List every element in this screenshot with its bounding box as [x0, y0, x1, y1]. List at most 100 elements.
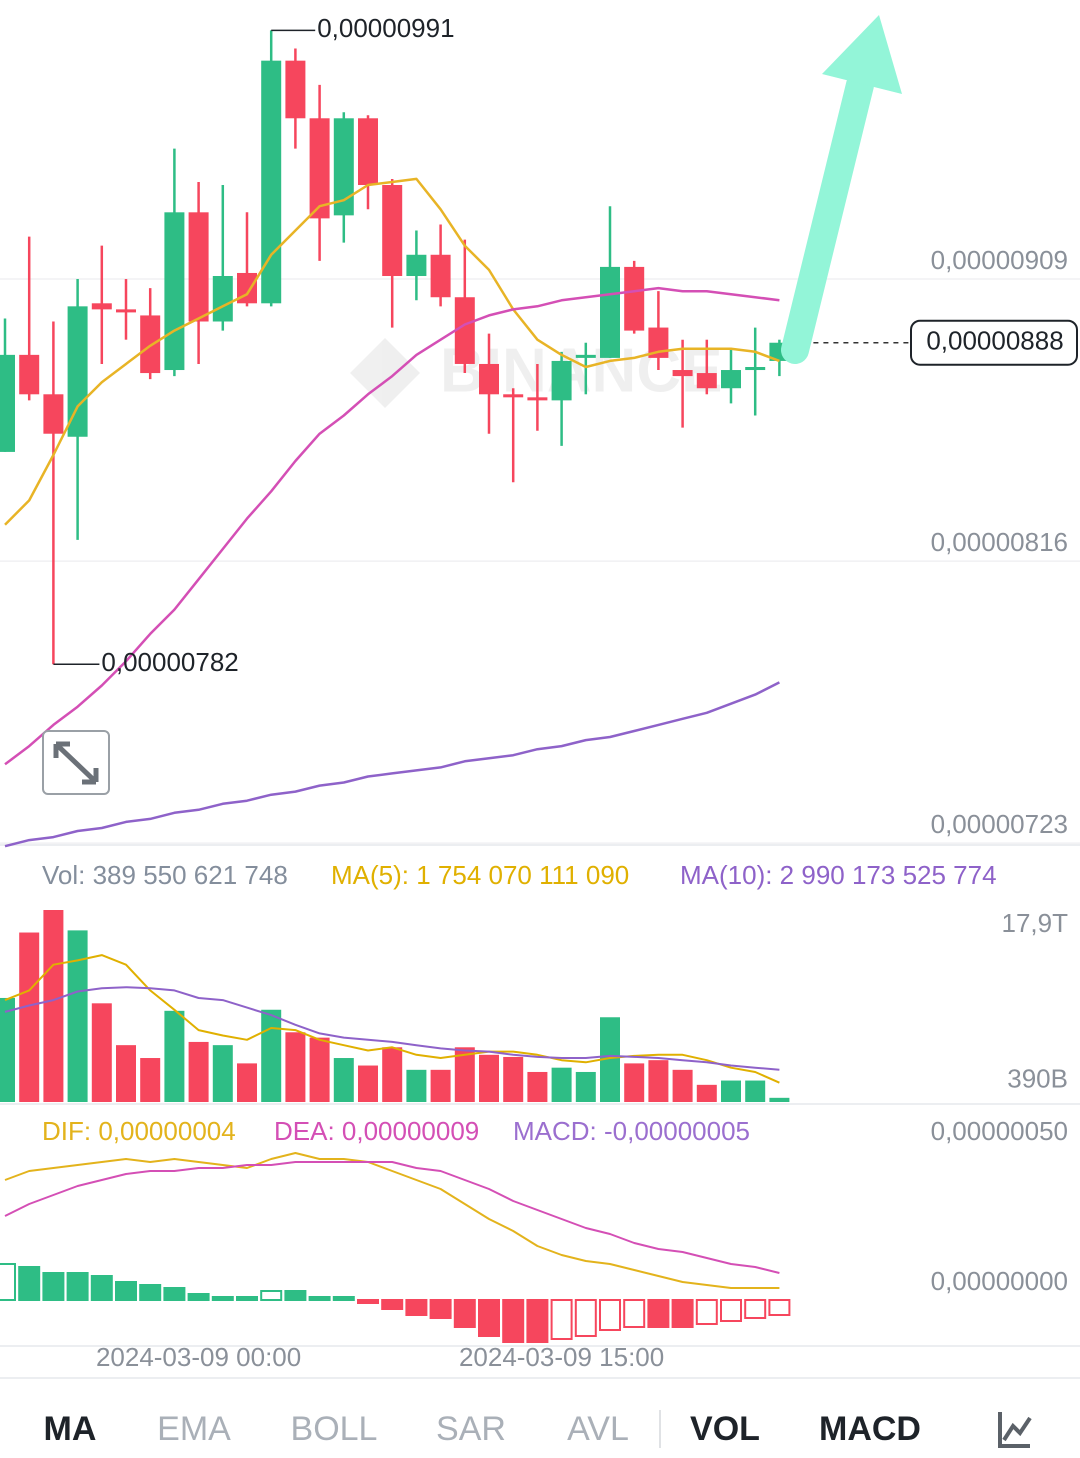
toolbar-tab[interactable]: VOL	[690, 1410, 760, 1448]
candle-body	[527, 397, 548, 401]
candle-body	[430, 254, 451, 298]
legend-label: MACD: -0,00000005	[513, 1116, 750, 1146]
candle-body	[0, 354, 15, 452]
ma-line	[4, 286, 780, 766]
macd-bar	[502, 1299, 525, 1343]
volume-bar	[91, 1003, 112, 1102]
toolbar-tab[interactable]: SAR	[436, 1410, 506, 1448]
x-tick-label: 2024-03-09 15:00	[459, 1342, 664, 1372]
candle-body	[551, 360, 572, 401]
macd-bar	[115, 1281, 137, 1301]
macd-bar	[18, 1266, 41, 1301]
macd-bar	[139, 1284, 162, 1301]
macd-bar	[720, 1299, 742, 1322]
volume-bar	[116, 1045, 136, 1102]
y-tick-label: 0,00000723	[931, 809, 1068, 839]
volume-ma-line	[4, 954, 780, 1084]
macd-bar	[308, 1296, 331, 1301]
candle-body	[285, 60, 306, 119]
candle-body	[188, 212, 209, 322]
toolbar-tab[interactable]: MA	[44, 1410, 97, 1448]
macd-bar	[66, 1272, 89, 1301]
volume-bar	[188, 1041, 209, 1102]
legend-label: MA(10): 2 990 173 525 774	[680, 860, 997, 890]
candle-body	[140, 315, 161, 374]
ma-line	[4, 681, 780, 848]
candle-body	[333, 118, 354, 216]
volume-bar	[333, 1058, 354, 1102]
candle-body	[382, 185, 403, 277]
candle-body	[600, 266, 620, 358]
last-price-box	[910, 319, 1078, 366]
candle-body	[358, 118, 378, 186]
macd-bar	[90, 1275, 113, 1301]
macd-bar	[284, 1290, 307, 1301]
candle-body	[43, 394, 64, 434]
macd-bar	[599, 1299, 621, 1331]
expand-button[interactable]	[42, 730, 110, 795]
candle-body	[672, 370, 693, 377]
toolbar-tab[interactable]: MACD	[819, 1410, 921, 1448]
chart-settings-icon[interactable]	[998, 1412, 1032, 1448]
arrow-shaft	[781, 71, 874, 364]
macd-bar	[260, 1290, 283, 1301]
macd-bar	[236, 1296, 258, 1301]
candle-body	[624, 266, 645, 331]
volume-bar	[19, 932, 40, 1102]
trend-arrow	[781, 15, 902, 364]
volume-bar	[261, 1009, 282, 1102]
macd-bar	[42, 1272, 65, 1301]
volume-bar	[285, 1032, 306, 1102]
volume-bar	[382, 1047, 403, 1102]
y-tick-label: 390B	[1007, 1064, 1068, 1094]
macd-bar	[744, 1299, 767, 1319]
volume-bar	[0, 997, 15, 1102]
last-price-label: 0,00000888	[926, 326, 1063, 356]
watermark-logo	[350, 338, 420, 408]
volume-bar	[67, 930, 88, 1102]
candle-body	[406, 254, 427, 277]
macd-bar	[357, 1299, 379, 1304]
candle-body	[67, 306, 88, 437]
y-tick-label: 0,00000050	[931, 1116, 1068, 1146]
candle-body	[19, 354, 40, 395]
candle-body	[479, 363, 499, 395]
volume-bar	[358, 1065, 378, 1102]
candle-body	[721, 370, 741, 389]
macd-bar	[332, 1296, 355, 1301]
toolbar: MA EMA BOLL SAR AVL VOL MACD	[44, 1410, 1032, 1448]
marks: 0,00000909 0,00000816 0,00000723 0,00000991…	[0, 13, 1080, 1372]
volume-bar	[624, 1063, 645, 1102]
macd-bar	[211, 1296, 234, 1301]
ma-line	[4, 177, 780, 526]
toolbar-tab[interactable]: AVL	[567, 1410, 629, 1448]
volume-bar	[769, 1097, 790, 1102]
macd-bar	[574, 1299, 597, 1337]
volume-bar	[503, 1056, 524, 1102]
low-label: 0,00000782	[101, 647, 238, 677]
volume-bar	[721, 1080, 741, 1102]
y-tick-label: 0,00000816	[931, 527, 1068, 557]
toolbar-tab[interactable]: EMA	[157, 1410, 231, 1448]
volume-bar	[406, 1069, 427, 1102]
macd-line	[4, 1161, 780, 1274]
macd-bar	[623, 1299, 646, 1328]
macd-line	[4, 1152, 780, 1289]
volume-ma-line	[4, 986, 780, 1071]
macd-bar	[671, 1299, 694, 1328]
toolbar-tab[interactable]: BOLL	[291, 1410, 378, 1448]
arrow-head	[822, 15, 902, 94]
candle-body	[91, 303, 112, 310]
macd-bar	[695, 1299, 718, 1325]
volume-bar	[600, 1017, 620, 1102]
expand-icon	[53, 741, 99, 785]
candle-body	[164, 212, 185, 371]
high-label: 0,00000991	[317, 13, 454, 43]
volume-bar	[309, 1037, 330, 1102]
macd-bar	[453, 1299, 476, 1328]
legend-label: DEA: 0,00000009	[274, 1116, 479, 1146]
macd-bar	[647, 1299, 670, 1328]
volume-bar	[479, 1054, 499, 1102]
candle-body	[116, 309, 136, 313]
volume-bar	[164, 1010, 185, 1102]
